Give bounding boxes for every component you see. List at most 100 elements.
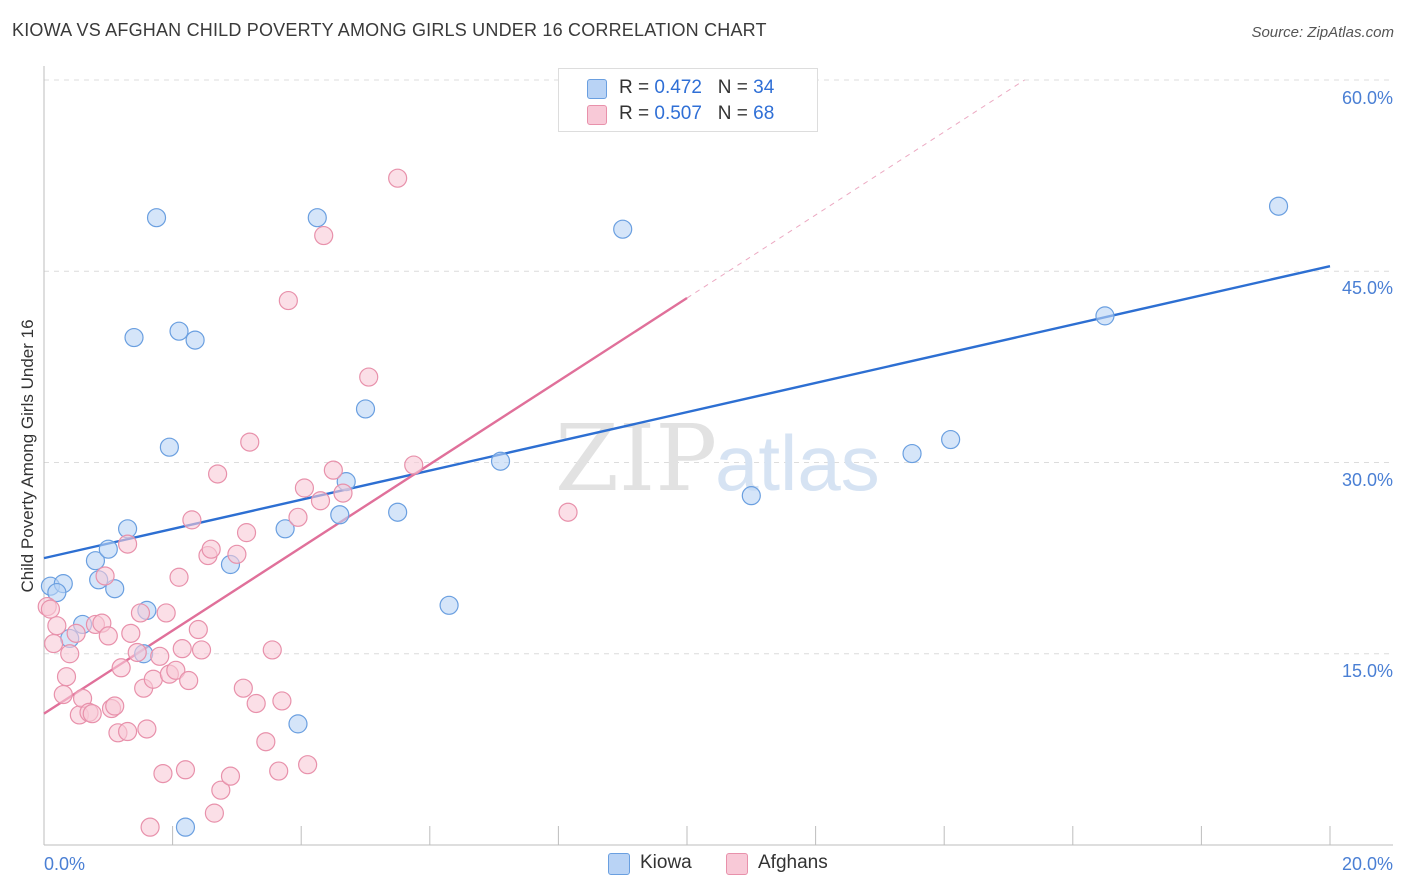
afghans-point	[188, 619, 208, 640]
x-tick-label-max: 20.0%	[1342, 854, 1393, 874]
afghans-point	[98, 626, 118, 646]
y-tick-label-60: 60.0%	[1342, 88, 1393, 108]
afghans-point	[66, 623, 86, 643]
afghans-point	[298, 755, 318, 775]
afghans-point	[262, 640, 282, 660]
afghans-point	[169, 567, 189, 587]
afghans-point	[208, 464, 228, 484]
afghans-point	[95, 566, 115, 586]
kiowa-point	[85, 551, 106, 571]
afghans-point	[47, 616, 67, 636]
afghans-point	[127, 642, 147, 663]
trendline-afghans	[43, 297, 688, 715]
kiowa-point	[902, 443, 922, 464]
kiowa-n-value: 34	[753, 77, 775, 98]
afghans-legend-swatch	[726, 853, 748, 875]
afghans-point	[40, 599, 61, 619]
afghans-point	[182, 510, 202, 530]
y-tick-label-30: 30.0%	[1342, 470, 1393, 490]
afghans-point	[236, 523, 257, 543]
afghans-point	[246, 693, 266, 714]
afghans-swatch	[587, 105, 607, 125]
kiowa-r-label: R =	[619, 77, 655, 98]
afghans-point	[82, 704, 102, 724]
kiowa-point	[124, 327, 144, 348]
afghans-point	[60, 644, 80, 664]
afghans-point	[201, 539, 221, 559]
trendline-kiowa	[43, 264, 1331, 560]
chart-title: KIOWA VS AFGHAN CHILD POVERTY AMONG GIRL…	[12, 20, 767, 40]
kiowa-point	[741, 486, 761, 506]
afghans-point	[179, 670, 199, 691]
kiowa-n-label: N =	[717, 77, 754, 98]
afghans-point	[191, 640, 212, 660]
afghans-n-value: 68	[753, 103, 775, 124]
kiowa-point	[439, 595, 459, 615]
afghans-point	[240, 432, 260, 452]
afghans-point	[227, 544, 247, 564]
afghans-point	[388, 168, 408, 188]
kiowa-point	[355, 399, 376, 419]
afghans-point	[117, 534, 138, 554]
afghans-point	[333, 483, 353, 503]
afghans-legend-label: Afghans	[758, 852, 828, 873]
afghans-point	[111, 658, 131, 678]
afghans-point	[166, 660, 186, 680]
afghans-point	[137, 719, 157, 739]
axes	[43, 66, 1393, 846]
afghans-point	[314, 225, 334, 246]
afghans-point	[233, 678, 253, 698]
afghans-r-value: 0.507	[654, 103, 702, 124]
kiowa-point	[388, 502, 408, 522]
kiowa-point	[1268, 196, 1289, 216]
source-label: Source: ZipAtlas.com	[1251, 24, 1394, 41]
kiowa-point	[47, 582, 67, 603]
kiowa-point	[490, 451, 511, 471]
afghans-point	[121, 623, 141, 643]
kiowa-point	[613, 219, 633, 239]
kiowa-point	[275, 519, 295, 539]
watermark-atlas: atlas	[715, 419, 880, 507]
kiowa-legend-swatch	[608, 853, 630, 875]
grid-lines	[44, 79, 1393, 655]
tick-labels: 0.0% 20.0% 15.0% 30.0% 45.0% 60.0% Child…	[18, 88, 1393, 874]
afghans-point	[211, 780, 231, 800]
afghans-point	[150, 646, 170, 666]
kiowa-point	[98, 539, 118, 559]
afghans-point	[288, 507, 308, 527]
afghans-point	[272, 691, 292, 711]
afghans-point	[140, 817, 160, 837]
afghans-point	[56, 667, 77, 687]
afghans-n-label: N =	[717, 103, 754, 124]
watermark-zip: ZIP	[555, 405, 717, 512]
afghans-point	[310, 491, 331, 511]
kiowa-r-value: 0.472	[654, 77, 702, 98]
afghans-point	[204, 803, 224, 823]
afghans-point	[175, 760, 196, 780]
kiowa-legend-label: Kiowa	[640, 852, 692, 873]
y-tick-label-45: 45.0%	[1342, 278, 1393, 298]
afghans-point	[323, 460, 343, 480]
afghans-point	[156, 603, 176, 623]
afghans-point	[44, 633, 64, 654]
afghans-point	[117, 721, 138, 742]
watermark: ZIP atlas	[555, 405, 880, 512]
afghans-point	[143, 669, 163, 689]
trendlines	[43, 79, 1331, 715]
kiowa-point	[185, 330, 205, 350]
kiowa-point	[1095, 306, 1115, 326]
kiowa-point	[169, 321, 189, 341]
y-axis-label: Child Poverty Among Girls Under 16	[18, 319, 37, 592]
afghans-point	[130, 603, 151, 623]
kiowa-point	[159, 437, 179, 457]
y-tick-label-15: 15.0%	[1342, 661, 1393, 681]
kiowa-point	[105, 579, 125, 599]
kiowa-point	[330, 505, 350, 525]
afghans-r-label: R =	[619, 103, 655, 124]
kiowa-point	[941, 429, 961, 450]
data-points	[37, 168, 1289, 837]
afghans-point	[404, 455, 424, 475]
kiowa-swatch	[587, 79, 607, 99]
kiowa-point	[288, 714, 308, 734]
